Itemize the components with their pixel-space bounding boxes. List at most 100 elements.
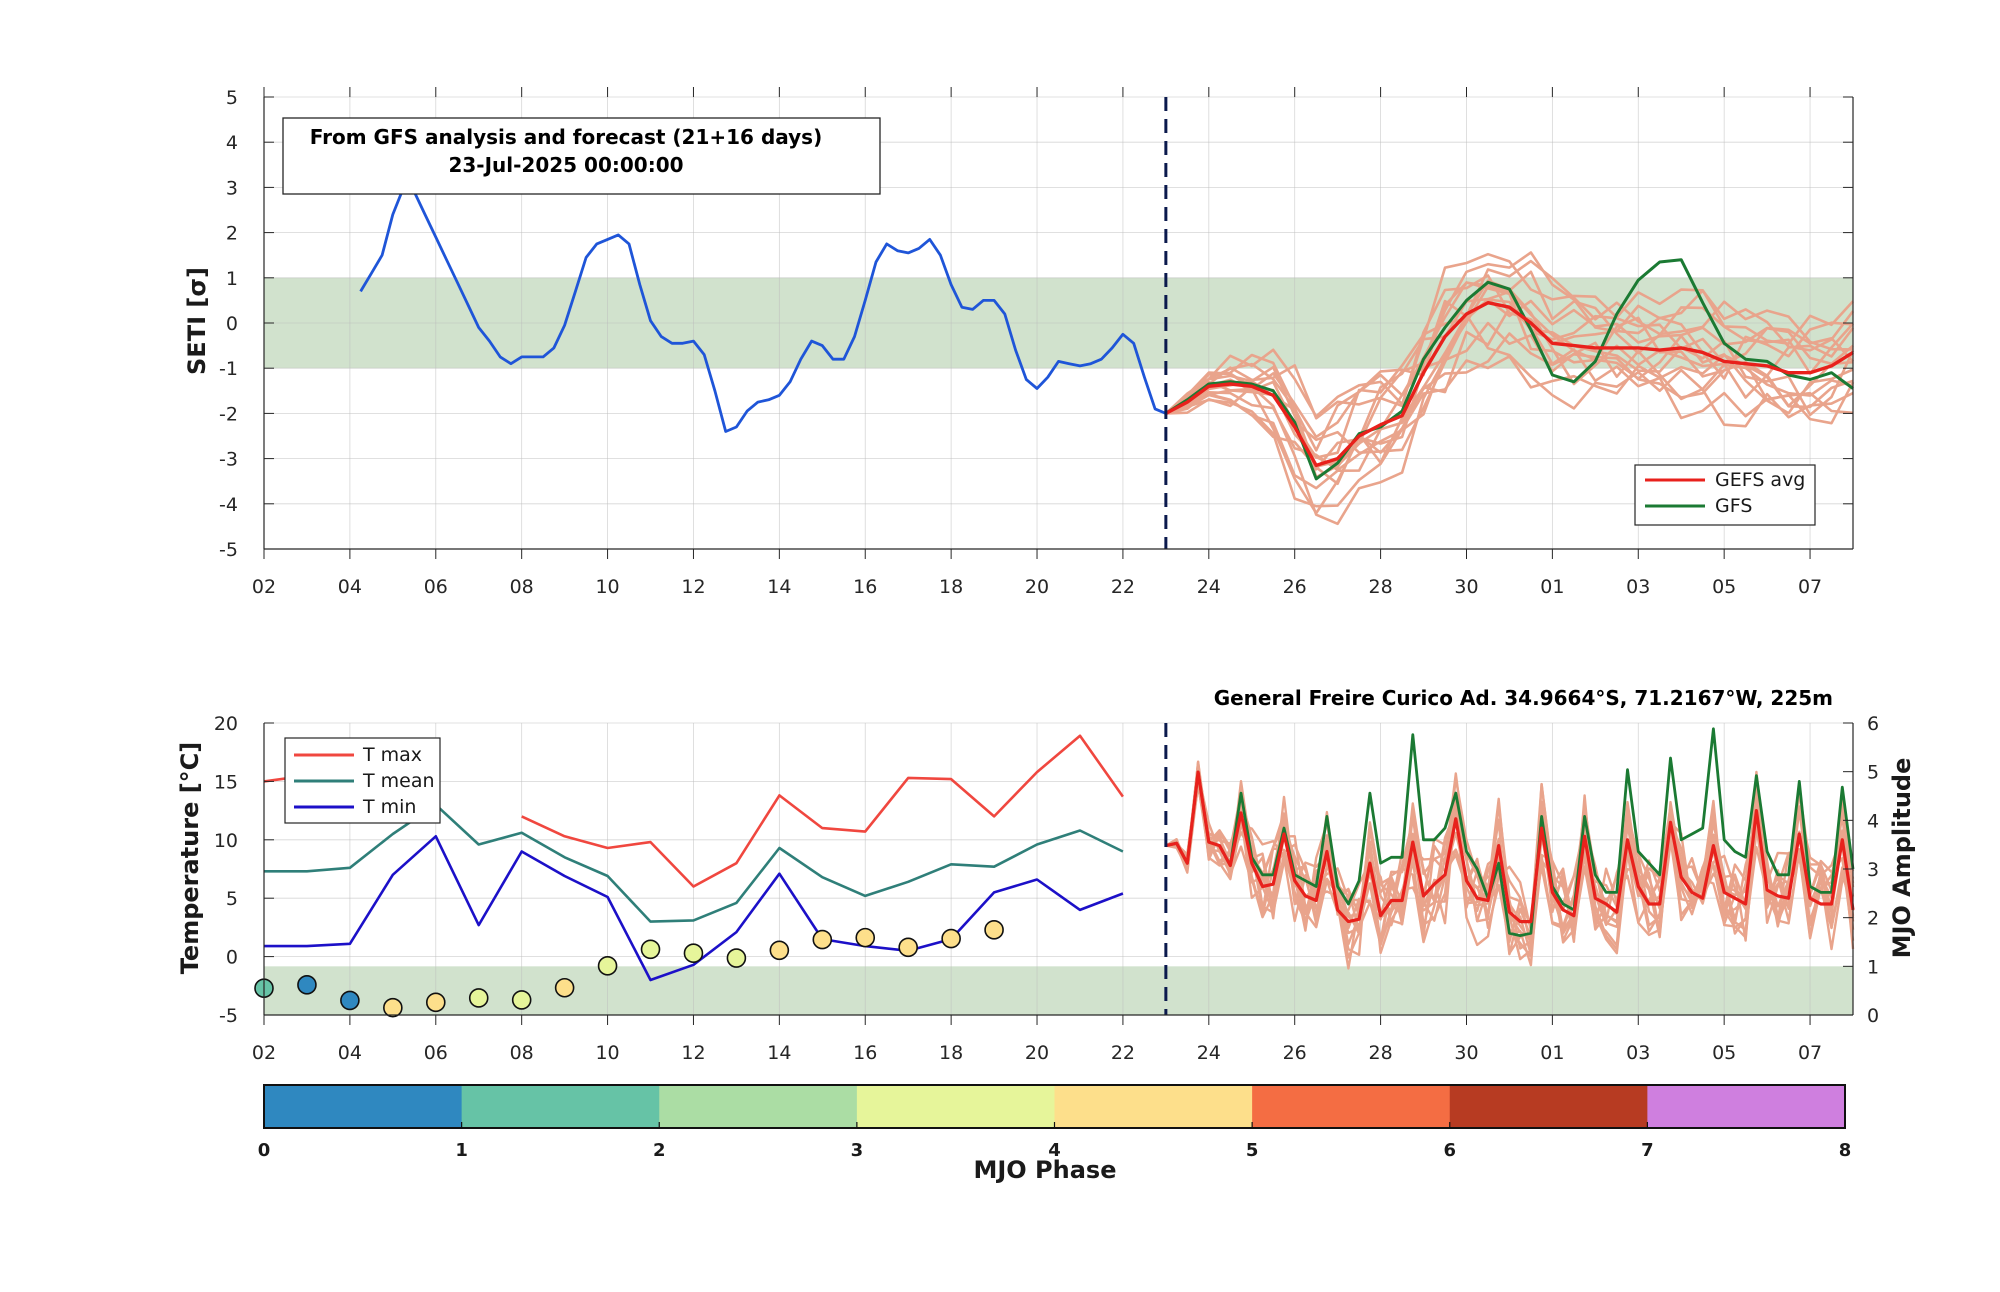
seti-x-tick-label: 02 bbox=[252, 576, 276, 598]
legend-tmin-label: T min bbox=[362, 796, 416, 818]
mjo-phase-points bbox=[254, 920, 1004, 1018]
mjo-phase-point bbox=[297, 975, 317, 995]
temp-x-tick-label: 05 bbox=[1712, 1042, 1736, 1064]
mjo-colorbar-tick-label: 8 bbox=[1839, 1140, 1852, 1161]
seti-x-tick-label: 18 bbox=[939, 576, 963, 598]
temp-x-tick-label: 14 bbox=[767, 1042, 791, 1064]
legend-tmax-label: T max bbox=[362, 744, 422, 766]
mjo-y-tick-label: 5 bbox=[1867, 762, 1879, 784]
mjo-y-tick-label: 3 bbox=[1867, 859, 1879, 881]
seti-y-tick-label: -4 bbox=[219, 494, 238, 516]
mjo-phase-point bbox=[597, 956, 618, 976]
mjo-phase-point bbox=[340, 990, 360, 1011]
mjo-y-tick-label: 2 bbox=[1867, 908, 1879, 930]
mjo-amplitude-axis-label: MJO Amplitude bbox=[1888, 758, 1916, 959]
temperature-gefs-members bbox=[1165, 760, 1855, 970]
mjo-phase-point bbox=[383, 997, 403, 1018]
seti-y-tick-label: -3 bbox=[219, 449, 238, 471]
seti-y-tick-label: 1 bbox=[226, 268, 238, 290]
seti-y-axis-label: SETI [σ] bbox=[183, 267, 211, 375]
mjo-phase-colorbar: 0 1 2 3 4 5 6 7 8 bbox=[258, 1084, 1852, 1161]
temp-y-tick-label: 10 bbox=[214, 830, 238, 852]
mjo-phase-point bbox=[468, 988, 489, 1008]
temp-x-tick-label: 22 bbox=[1111, 1042, 1135, 1064]
mjo-phase-point bbox=[425, 992, 446, 1013]
legend-gefs-avg-label: GEFS avg bbox=[1715, 469, 1805, 491]
mjo-phase-point bbox=[855, 927, 876, 948]
mjo-phase-point bbox=[640, 939, 661, 960]
seti-x-tick-label: 05 bbox=[1712, 576, 1736, 598]
mjo-colorbar-tick-label: 4 bbox=[1048, 1140, 1061, 1161]
mjo-phase-colorbar-label: MJO Phase bbox=[973, 1156, 1116, 1184]
seti-y-tick-label: -2 bbox=[219, 403, 238, 425]
temp-x-tick-label: 07 bbox=[1798, 1042, 1822, 1064]
mjo-colorbar-tick-label: 0 bbox=[258, 1140, 271, 1161]
mjo-phase-point bbox=[683, 943, 704, 963]
seti-y-tick-label: 0 bbox=[226, 313, 238, 335]
seti-gefs-member-line bbox=[1165, 259, 1854, 452]
temp-x-tick-label: 06 bbox=[424, 1042, 448, 1064]
mjo-phase-point bbox=[511, 990, 532, 1010]
temperature-y-axis-label: Temperature [°C] bbox=[176, 742, 204, 975]
mjo-y-tick-label: 4 bbox=[1867, 810, 1879, 832]
seti-y-tick-label: -5 bbox=[219, 539, 238, 561]
mjo-colorbar-segment bbox=[856, 1085, 1055, 1128]
seti-analysis-line bbox=[359, 186, 1167, 433]
temp-x-tick-label: 30 bbox=[1454, 1042, 1478, 1064]
seti-x-tick-label: 28 bbox=[1369, 576, 1393, 598]
mjo-colorbar-segment bbox=[461, 1085, 660, 1128]
seti-x-tick-label: 01 bbox=[1540, 576, 1564, 598]
mjo-phase-point bbox=[941, 928, 961, 949]
seti-gefs-member-line bbox=[1165, 252, 1854, 418]
temp-x-tick-label: 12 bbox=[681, 1042, 705, 1064]
seti-legend: GEFS avg GFS bbox=[1634, 464, 1816, 526]
temp-x-tick-label: 10 bbox=[595, 1042, 619, 1064]
seti-info-line-2: 23-Jul-2025 00:00:00 bbox=[448, 153, 683, 177]
temp-gefs-member-line bbox=[1165, 777, 1855, 947]
mjo-y-tick-label: 6 bbox=[1867, 713, 1879, 735]
mjo-phase-point bbox=[812, 929, 833, 950]
mjo-colorbar-segment bbox=[659, 1085, 858, 1128]
temp-y-tick-label: 20 bbox=[214, 713, 238, 735]
seti-y-tick-label: 4 bbox=[226, 132, 238, 154]
seti-gefs-member-line bbox=[1165, 313, 1854, 526]
seti-y-tick-label: -1 bbox=[219, 358, 238, 380]
seti-x-tick-label: 16 bbox=[853, 576, 877, 598]
temp-y-tick-label: -5 bbox=[219, 1005, 238, 1027]
mjo-phase-point bbox=[554, 977, 575, 998]
mjo-y-tick-label: 0 bbox=[1867, 1005, 1879, 1027]
temp-y-tick-label: 0 bbox=[226, 947, 238, 969]
mjo-phase-point bbox=[726, 948, 747, 968]
mjo-amplitude-band bbox=[264, 966, 1853, 1015]
mjo-colorbar-segment bbox=[1054, 1085, 1253, 1128]
seti-x-tick-label: 10 bbox=[595, 576, 619, 598]
temp-x-tick-label: 26 bbox=[1283, 1042, 1307, 1064]
seti-x-tick-label: 08 bbox=[510, 576, 534, 598]
seti-gfs-line bbox=[1165, 258, 1854, 481]
mjo-colorbar-segment bbox=[1647, 1085, 1846, 1128]
seti-x-tick-label: 03 bbox=[1626, 576, 1650, 598]
mjo-colorbar-tick-label: 6 bbox=[1443, 1140, 1456, 1161]
mjo-colorbar-tick-label: 3 bbox=[851, 1140, 864, 1161]
temp-x-tick-label: 04 bbox=[338, 1042, 362, 1064]
seti-gefs-avg-line bbox=[1165, 301, 1854, 468]
mjo-colorbar-tick-label: 1 bbox=[455, 1140, 468, 1161]
seti-x-tick-label: 20 bbox=[1025, 576, 1049, 598]
seti-x-tick-label: 26 bbox=[1283, 576, 1307, 598]
temp-x-tick-label: 03 bbox=[1626, 1042, 1650, 1064]
seti-x-tick-label: 22 bbox=[1111, 576, 1135, 598]
temp-x-tick-label: 24 bbox=[1197, 1042, 1221, 1064]
temp-x-tick-label: 01 bbox=[1540, 1042, 1564, 1064]
temp-x-tick-label: 28 bbox=[1369, 1042, 1393, 1064]
mjo-band-rect bbox=[264, 966, 1853, 1015]
seti-x-tick-label: 12 bbox=[681, 576, 705, 598]
seti-series-lines bbox=[359, 97, 1854, 549]
seti-x-tick-label: 14 bbox=[767, 576, 791, 598]
mjo-colorbar-tick-label: 2 bbox=[653, 1140, 666, 1161]
seti-y-tick-label: 5 bbox=[226, 87, 238, 109]
seti-info-box: From GFS analysis and forecast (21+16 da… bbox=[282, 117, 881, 195]
